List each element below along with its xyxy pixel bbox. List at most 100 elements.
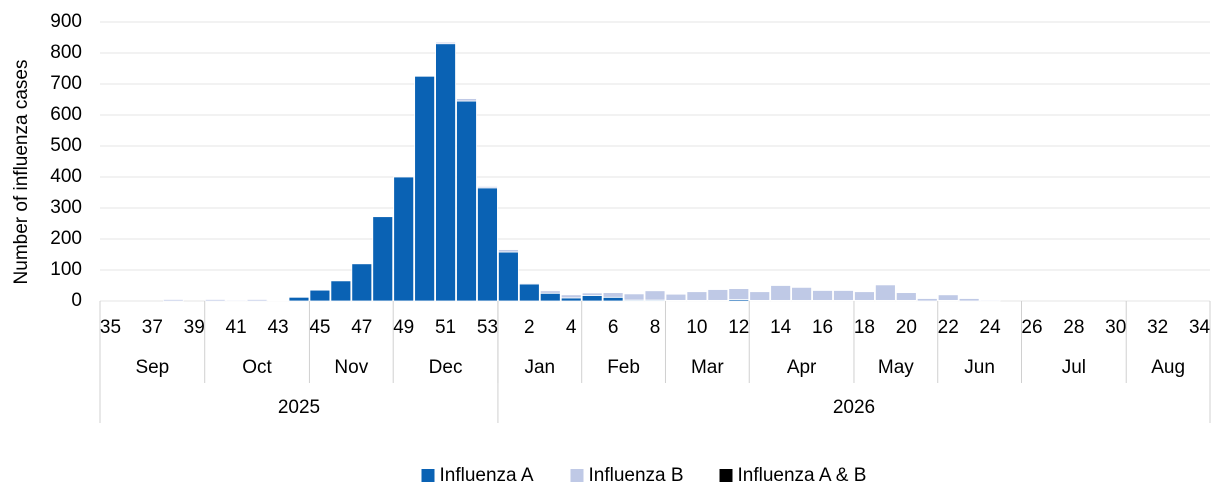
bar-segment xyxy=(749,291,771,301)
x-tick-label: 2 xyxy=(524,317,535,338)
months-label: May xyxy=(878,357,914,378)
legend-label: Influenza A & B xyxy=(738,465,867,486)
months-label: Sep xyxy=(135,357,169,378)
bar-segment xyxy=(477,187,498,302)
months-label: Dec xyxy=(429,357,463,378)
bar-segment xyxy=(728,288,750,300)
x-tick-label: 30 xyxy=(1105,317,1126,338)
bar-segment xyxy=(518,282,540,285)
x-tick-label: 24 xyxy=(980,317,1002,338)
months-label: Mar xyxy=(691,357,724,378)
bar-segment xyxy=(414,75,435,302)
bar-segment xyxy=(644,290,666,301)
months-label: Nov xyxy=(334,357,368,378)
x-tick-label: 32 xyxy=(1147,317,1168,338)
y-tick-label: 200 xyxy=(50,228,82,249)
x-tick-label: 10 xyxy=(686,317,707,338)
bar-segment xyxy=(393,176,415,302)
bar-segment xyxy=(916,298,938,302)
y-tick-label: 700 xyxy=(50,73,82,94)
bar-segment xyxy=(560,297,582,302)
x-tick-label: 41 xyxy=(226,317,247,338)
y-tick-label: 600 xyxy=(50,104,82,125)
bar-segment xyxy=(623,293,645,301)
x-tick-label: 12 xyxy=(728,317,749,338)
bar-segment xyxy=(539,292,561,302)
bar-segment xyxy=(204,299,226,302)
bar-segment xyxy=(686,291,708,301)
bar-segment xyxy=(958,298,980,302)
legend-swatch xyxy=(719,469,733,482)
bar-segment xyxy=(979,299,1001,302)
y-tick-label: 500 xyxy=(50,135,82,156)
bar-segment xyxy=(267,299,289,302)
x-tick-label: 53 xyxy=(477,317,498,338)
x-tick-label: 8 xyxy=(650,317,661,338)
x-tick-label: 18 xyxy=(854,317,875,338)
x-tick-label: 16 xyxy=(812,317,833,338)
y-tick-label: 900 xyxy=(50,11,82,32)
bar-segment xyxy=(770,285,792,301)
years-label: 2025 xyxy=(278,397,320,418)
x-tick-label: 20 xyxy=(896,317,917,338)
legend-label: Influenza A xyxy=(440,465,534,486)
y-tick-label: 0 xyxy=(71,290,82,311)
x-tick-label: 14 xyxy=(770,317,792,338)
x-tick-label: 34 xyxy=(1189,317,1211,338)
legend-swatch xyxy=(570,469,584,482)
bar-segment xyxy=(812,290,833,301)
bar-segment xyxy=(309,289,331,302)
bar-segment xyxy=(435,43,456,302)
bar-segment xyxy=(602,292,624,298)
x-tick-label: 49 xyxy=(393,317,414,338)
bar-segment xyxy=(539,290,561,294)
months-label: Aug xyxy=(1151,357,1185,378)
bar-segment xyxy=(246,299,268,302)
bar-segment xyxy=(581,295,603,302)
bar-segment xyxy=(456,100,477,302)
bar-segment xyxy=(875,284,896,301)
y-tick-label: 800 xyxy=(50,42,82,63)
legend-label: Influenza B xyxy=(589,465,684,486)
months-label: Feb xyxy=(607,357,640,378)
bar-segment xyxy=(372,216,394,302)
bar-segment xyxy=(498,251,519,302)
bar-segment xyxy=(707,289,729,301)
years-label: 2026 xyxy=(833,397,875,418)
x-tick-label: 39 xyxy=(184,317,205,338)
x-tick-label: 45 xyxy=(309,317,330,338)
months-label: Oct xyxy=(242,357,272,378)
bar-segment xyxy=(854,291,875,301)
x-tick-label: 26 xyxy=(1021,317,1042,338)
x-tick-label: 6 xyxy=(608,317,619,338)
months-label: Jul xyxy=(1062,357,1086,378)
bar-segment xyxy=(225,299,247,302)
bar-segment xyxy=(665,293,687,301)
x-tick-label: 51 xyxy=(435,317,456,338)
bar-segment xyxy=(581,292,603,296)
bar-segment xyxy=(351,263,373,302)
y-tick-label: 100 xyxy=(50,259,82,280)
bar-segment xyxy=(162,299,184,302)
bar-segment xyxy=(895,292,917,301)
x-tick-label: 37 xyxy=(142,317,163,338)
months-label: Jun xyxy=(964,357,995,378)
x-tick-label: 28 xyxy=(1063,317,1084,338)
x-tick-label: 43 xyxy=(267,317,288,338)
x-tick-label: 22 xyxy=(938,317,959,338)
months-label: Jan xyxy=(524,357,555,378)
legend-swatch xyxy=(421,469,435,482)
x-tick-label: 4 xyxy=(566,317,577,338)
y-axis-label: Number of influenza cases xyxy=(11,60,32,285)
months-label: Apr xyxy=(787,357,817,378)
y-tick-label: 300 xyxy=(50,197,82,218)
x-tick-label: 35 xyxy=(100,317,121,338)
y-tick-label: 400 xyxy=(50,166,82,187)
bar-segment xyxy=(833,290,854,301)
bar-segment xyxy=(791,286,812,301)
bar-segment xyxy=(330,280,352,302)
bar-segment xyxy=(518,283,540,302)
bar-segment xyxy=(560,294,582,299)
